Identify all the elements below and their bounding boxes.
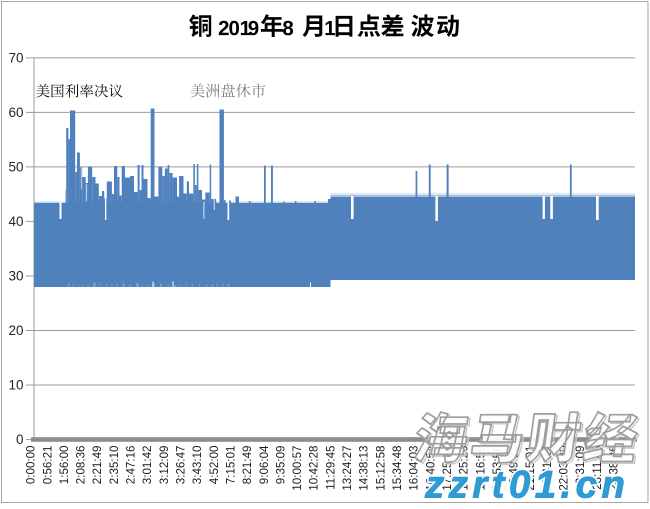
svg-text:30: 30 xyxy=(8,269,23,284)
svg-text:20: 20 xyxy=(8,323,23,338)
svg-text:11:29:45: 11:29:45 xyxy=(324,446,337,490)
svg-text:0:00:00: 0:00:00 xyxy=(25,446,38,485)
svg-text:70: 70 xyxy=(8,51,23,66)
svg-text:7:15:01: 7:15:01 xyxy=(225,446,238,485)
svg-text:15:34:48: 15:34:48 xyxy=(391,446,404,491)
svg-text:60: 60 xyxy=(8,105,23,120)
svg-text:8:21:49: 8:21:49 xyxy=(241,446,254,485)
svg-text:1:56:00: 1:56:00 xyxy=(58,446,71,485)
svg-text:50: 50 xyxy=(8,160,23,175)
svg-text:9:06:04: 9:06:04 xyxy=(258,445,271,484)
svg-text:3:01:42: 3:01:42 xyxy=(141,446,154,485)
svg-text:14:38:13: 14:38:13 xyxy=(358,446,371,491)
svg-text:3:12:09: 3:12:09 xyxy=(158,446,171,485)
svg-text:15:12:58: 15:12:58 xyxy=(374,446,387,491)
svg-text:10:00:57: 10:00:57 xyxy=(291,446,304,491)
svg-text:2:47:16: 2:47:16 xyxy=(125,446,138,485)
svg-text:10:42:28: 10:42:28 xyxy=(308,446,321,491)
svg-text:3:43:10: 3:43:10 xyxy=(191,446,204,485)
svg-text:40: 40 xyxy=(8,214,23,229)
svg-text:2:35:10: 2:35:10 xyxy=(108,446,121,485)
svg-text:10: 10 xyxy=(8,378,23,393)
svg-text:4:52:00: 4:52:00 xyxy=(208,446,221,485)
svg-text:2:08:36: 2:08:36 xyxy=(75,446,88,485)
svg-text:0: 0 xyxy=(16,432,24,447)
svg-text:9:35:09: 9:35:09 xyxy=(274,446,287,485)
svg-text:13:24:27: 13:24:27 xyxy=(341,446,354,491)
svg-text:0:56:21: 0:56:21 xyxy=(41,446,54,485)
svg-text:2:21:49: 2:21:49 xyxy=(91,446,104,485)
svg-text:3:26:47: 3:26:47 xyxy=(175,446,188,485)
